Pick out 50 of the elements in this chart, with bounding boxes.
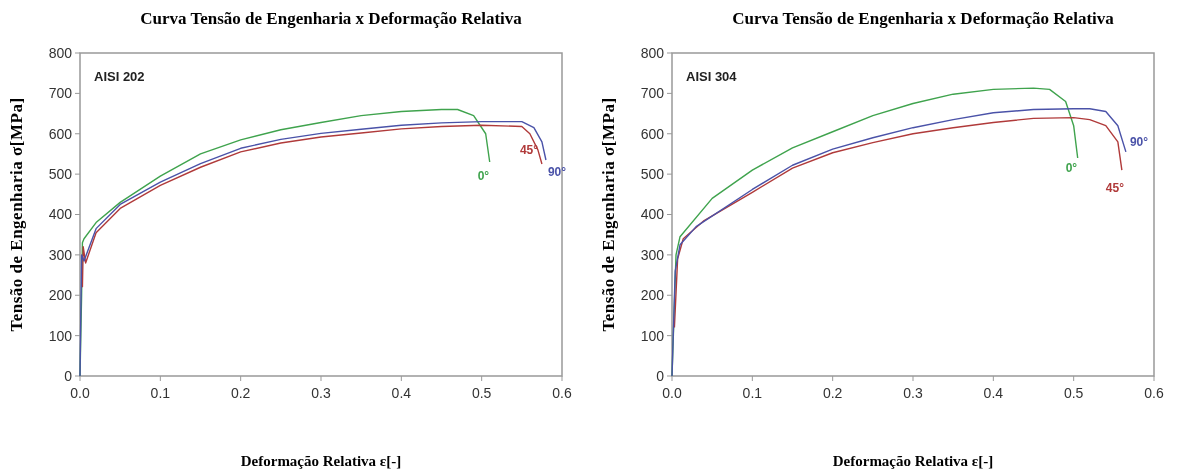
x-tick-label: 0.6 (1144, 385, 1164, 401)
y-tick-label: 0 (656, 367, 665, 384)
y-axis-title: Tensão de Engenharia σ[MPa] (599, 97, 618, 332)
chart-title: Curva Tensão de Engenharia x Deformação Relativa (140, 9, 523, 28)
y-tick-label: 700 (48, 85, 73, 102)
y-tick-label: 200 (640, 287, 665, 304)
y-axis-title: Tensão de Engenharia σ[MPa] (7, 97, 26, 332)
y-tick-label: 100 (640, 327, 665, 344)
line-series (673, 116, 1123, 329)
x-tick-label: 0.0 (70, 385, 90, 401)
line-series (81, 124, 543, 288)
y-tick-label: 400 (48, 206, 73, 223)
series-label: 90° (547, 164, 567, 179)
line-series (79, 120, 547, 377)
y-tick-label: 800 (48, 44, 73, 61)
series-label: 90° (1129, 134, 1149, 149)
x-tick-label: 0.4 (983, 385, 1004, 401)
x-tick-label: 0.2 (230, 385, 251, 401)
series-label: 0° (477, 169, 490, 184)
annotation: AISI 202 (94, 69, 145, 84)
x-axis-title: Deformação Relativa ε[-] (240, 453, 402, 469)
x-tick-label: 0.3 (311, 385, 331, 401)
y-tick-label: 500 (640, 166, 665, 183)
x-tick-label: 0.6 (552, 385, 572, 401)
x-tick-label: 0.2 (822, 385, 843, 401)
y-tick-label: 500 (48, 166, 73, 183)
y-tick-label: 300 (640, 246, 665, 263)
y-tick-label: 0 (64, 367, 73, 384)
y-tick-label: 400 (640, 206, 665, 223)
x-tick-label: 0.5 (471, 385, 492, 401)
x-axis-title: Deformação Relativa ε[-] (832, 453, 994, 469)
y-tick-label: 100 (48, 327, 73, 344)
series-label: 0° (1065, 160, 1078, 175)
y-tick-label: 600 (640, 125, 665, 142)
x-tick-label: 0.1 (150, 385, 171, 401)
x-tick-label: 0.5 (1063, 385, 1084, 401)
x-tick-label: 0.1 (742, 385, 763, 401)
chart-title: Curva Tensão de Engenharia x Deformação Relativa (732, 9, 1115, 28)
series-label: 45° (1105, 181, 1125, 196)
y-tick-label: 200 (48, 287, 73, 304)
line-series (671, 108, 1127, 377)
annotation: AISI 304 (686, 69, 738, 84)
series-label: 45° (519, 143, 539, 158)
x-tick-label: 0.0 (662, 385, 682, 401)
y-tick-label: 600 (48, 125, 73, 142)
x-tick-label: 0.3 (903, 385, 923, 401)
x-tick-label: 0.4 (391, 385, 412, 401)
y-tick-label: 700 (640, 85, 665, 102)
y-tick-label: 800 (640, 44, 665, 61)
y-tick-label: 300 (48, 246, 73, 263)
